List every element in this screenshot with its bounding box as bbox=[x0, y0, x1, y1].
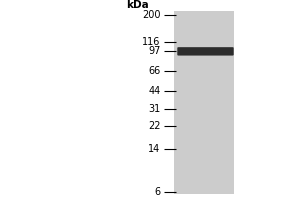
Text: 14: 14 bbox=[148, 144, 160, 154]
Text: 97: 97 bbox=[148, 46, 160, 56]
Text: 116: 116 bbox=[142, 37, 160, 47]
Text: 44: 44 bbox=[148, 86, 160, 96]
Text: kDa: kDa bbox=[126, 0, 148, 10]
Text: 31: 31 bbox=[148, 104, 160, 114]
Text: 66: 66 bbox=[148, 66, 160, 76]
Bar bbox=[174, 11, 234, 194]
Text: 6: 6 bbox=[154, 187, 160, 197]
Text: 22: 22 bbox=[148, 121, 161, 131]
Text: 200: 200 bbox=[142, 10, 161, 20]
FancyBboxPatch shape bbox=[177, 47, 234, 56]
